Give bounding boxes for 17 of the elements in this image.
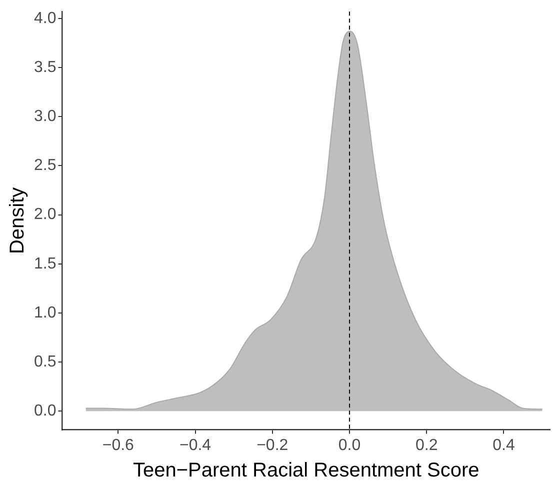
x-tick-label: −0.4 (179, 436, 212, 454)
y-tick-label: 0.5 (34, 353, 56, 370)
y-tick-label: 3.5 (34, 58, 56, 76)
x-axis-title: Teen−Parent Racial Resentment Score (132, 460, 480, 482)
x-tick-label: −0.6 (102, 436, 134, 454)
x-tick-label: −0.2 (256, 436, 288, 454)
y-tick-label: 0.0 (34, 402, 56, 420)
y-tick-label: 1.0 (34, 304, 56, 322)
y-tick-label: 3.0 (34, 108, 56, 126)
y-axis-title: Density (6, 187, 29, 254)
y-tick-label: 1.5 (34, 255, 56, 272)
y-tick-label: 2.5 (34, 157, 56, 174)
x-tick-label: 0.0 (338, 436, 361, 454)
y-tick-label: 4.0 (34, 10, 56, 27)
x-tick-label: 0.2 (415, 436, 438, 454)
y-tick-label: 2.0 (34, 206, 56, 224)
x-tick-label: 0.4 (492, 436, 515, 454)
